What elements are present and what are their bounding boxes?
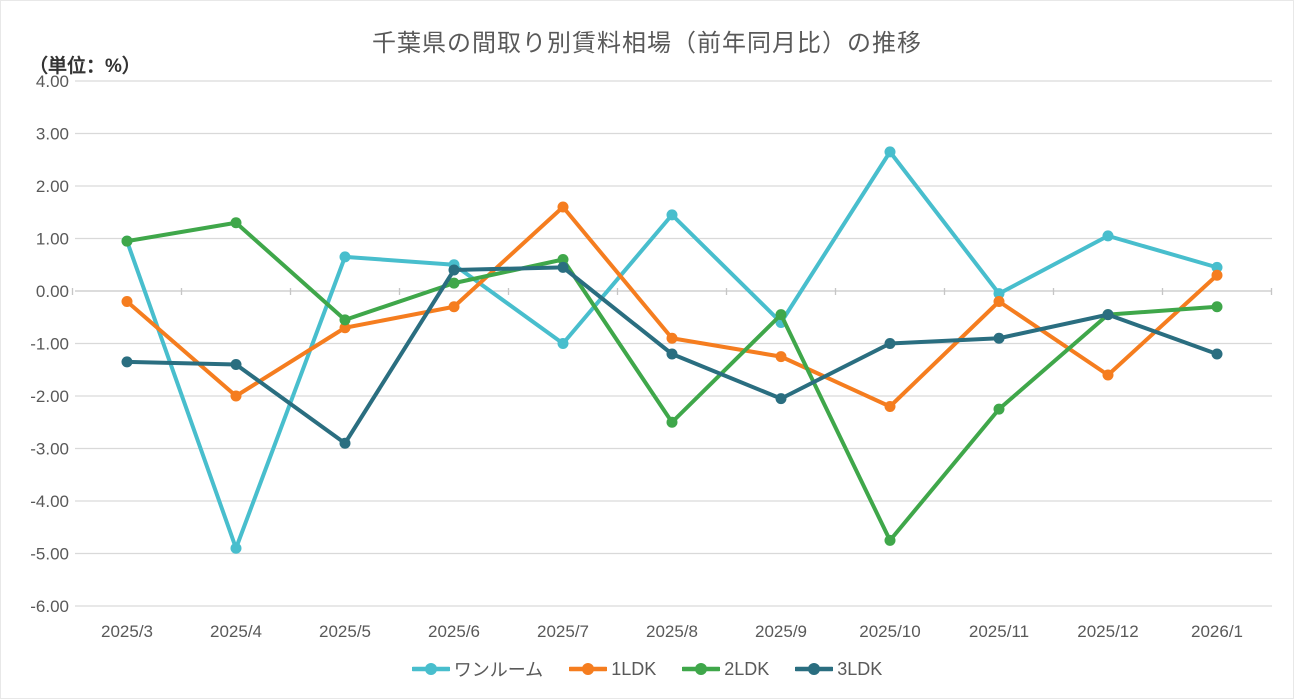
data-point-marker [230,217,242,229]
x-axis-tick-label: 2025/5 [319,622,371,641]
x-axis-tick-label: 2025/3 [101,622,153,641]
data-point-marker [884,146,896,158]
legend-item-3LDK: 3LDK [795,659,882,680]
data-point-marker [775,351,787,363]
data-point-marker [557,261,569,273]
legend-marker-icon [411,663,450,675]
x-axis-tick-label: 2025/8 [646,622,698,641]
data-point-marker [557,201,569,213]
y-axis-tick-label: 3.00 [36,125,69,144]
legend-marker-icon [682,663,721,675]
series-line [125,220,1219,543]
legend-label: ワンルーム [453,660,544,680]
x-axis-tick-label: 2025/7 [537,622,589,641]
data-point-marker [1102,369,1114,381]
x-axis-tick-label: 2025/9 [755,622,807,641]
data-point-marker [339,251,351,263]
data-point-marker [448,301,460,313]
data-point-marker [230,542,242,554]
x-axis-tick-label: 2025/6 [428,622,480,641]
x-axis-tick-label: 2025/12 [1077,622,1138,641]
data-point-marker [884,534,896,546]
x-axis-tick-label: 2026/1 [1191,622,1243,641]
y-axis-tick-label: -4.00 [30,492,69,511]
y-axis-tick-label: -6.00 [30,597,69,616]
data-point-marker [121,356,133,368]
legend: ワンルーム 1LDK 2LDK 3LDK [1,651,1293,687]
data-point-marker [121,296,133,307]
data-point-marker [1211,348,1223,360]
series-line [125,205,1219,409]
data-point-marker [775,309,787,321]
x-axis-tick-label: 2025/10 [859,622,920,641]
y-axis-tick-label: -2.00 [30,387,69,406]
data-point-marker [448,277,460,289]
data-point-marker [666,332,678,344]
data-point-marker [993,296,1005,307]
data-point-marker [1211,269,1223,281]
legend-marker-icon [795,663,834,675]
data-point-marker [339,437,351,449]
legend-item-ワンルーム: ワンルーム [411,656,544,682]
data-point-marker [339,322,351,334]
y-axis-tick-label: 2.00 [36,177,69,196]
y-axis-unit-label: （単位：%） [29,56,141,77]
data-point-marker [557,254,569,265]
data-point-marker [1211,261,1223,273]
data-point-marker [993,288,1005,300]
data-point-marker [775,393,787,405]
data-point-marker [1102,309,1114,321]
y-axis-tick-label: -1.00 [30,335,69,354]
data-point-marker [557,338,569,349]
data-point-marker [339,314,351,326]
x-axis-tick-label: 2025/4 [210,622,262,641]
legend-item-2LDK: 2LDK [682,659,769,680]
data-point-marker [1211,301,1223,313]
data-point-marker [884,338,896,349]
data-point-marker [230,359,242,370]
legend-item-1LDK: 1LDK [569,659,656,680]
data-point-marker [230,390,242,402]
legend-label: 3LDK [837,658,883,679]
data-point-marker [993,403,1005,415]
data-point-marker [121,235,133,247]
x-axis-tick-label: 2025/11 [969,622,1029,641]
y-axis-tick-label: 0.00 [36,282,69,301]
legend-label: 1LDK [611,658,657,679]
legend-marker-icon [569,663,608,675]
data-point-marker [666,348,678,360]
data-point-marker [666,209,678,221]
y-axis-tick-label: 1.00 [36,230,69,249]
data-point-marker [884,401,896,412]
chart-title: 千葉県の間取り別賃料相場（前年同月比）の推移 [372,30,922,57]
y-axis-tick-label: -3.00 [30,440,69,459]
data-point-marker [666,416,678,428]
y-axis-tick-label: 4.00 [36,72,69,91]
legend-label: 2LDK [724,658,770,679]
y-axis-tick-label: -5.00 [30,545,69,564]
data-point-marker [1102,230,1114,242]
data-point-marker [448,264,460,276]
data-point-marker [993,332,1005,344]
